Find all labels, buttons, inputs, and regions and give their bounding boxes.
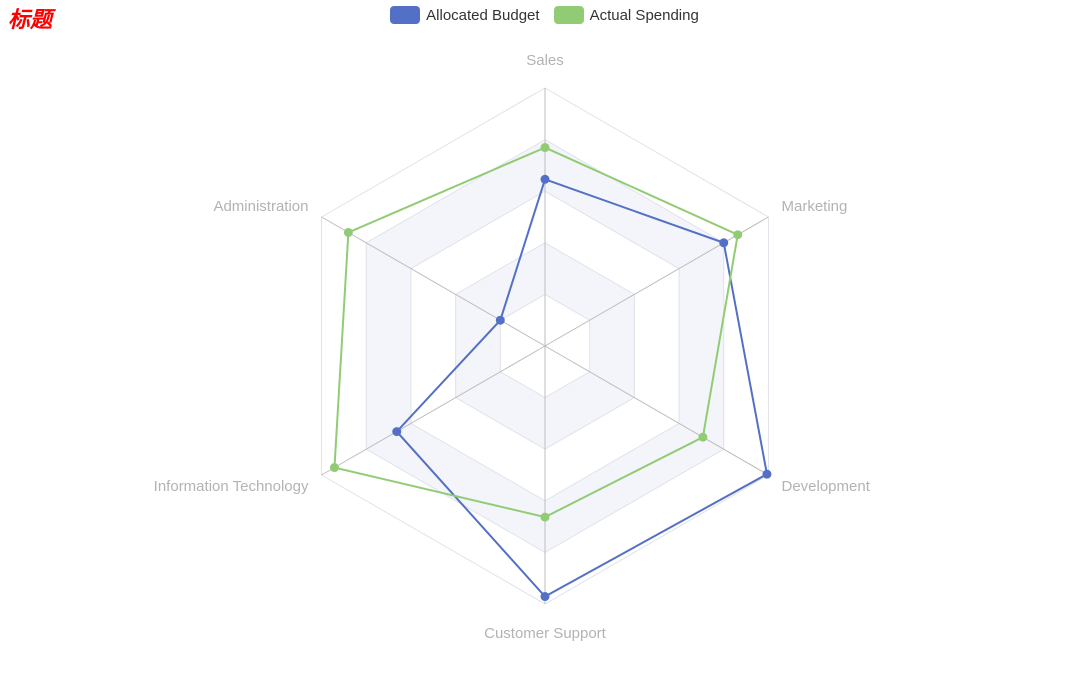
indicator-label: Development <box>781 478 870 495</box>
series-actual-spending <box>329 143 743 522</box>
radar-split-area <box>410 191 680 501</box>
radar-axis-line <box>321 345 546 476</box>
data-point <box>540 143 550 153</box>
chart-title: 标题 <box>8 8 53 33</box>
data-point <box>540 592 550 602</box>
data-point <box>540 512 550 522</box>
data-point <box>392 427 402 437</box>
radar-split-area <box>455 242 635 450</box>
data-point <box>719 238 729 248</box>
series-allocated-budget <box>392 174 772 602</box>
data-point <box>698 432 708 442</box>
indicator-label: Administration <box>213 198 308 215</box>
radar-axis-line <box>321 216 546 347</box>
data-point <box>733 230 743 240</box>
indicator-label: Information Technology <box>154 478 309 495</box>
indicator-label: Customer Support <box>484 625 607 642</box>
legend-item-spending[interactable]: Actual Spending <box>553 6 699 24</box>
data-point <box>495 315 505 325</box>
legend-label-spending: Actual Spending <box>589 6 699 24</box>
legend: Allocated Budget Actual Spending <box>0 6 1089 24</box>
legend-item-budget[interactable]: Allocated Budget <box>390 6 540 24</box>
data-point <box>540 174 550 184</box>
data-point <box>762 469 772 479</box>
radar-axis-line <box>544 345 769 476</box>
data-point <box>329 463 339 473</box>
data-point <box>343 227 353 237</box>
indicator-label: Sales <box>526 52 564 69</box>
radar-axis-line <box>544 216 769 347</box>
indicator-label: Marketing <box>781 198 847 215</box>
legend-label-budget: Allocated Budget <box>426 6 540 24</box>
legend-swatch-spending <box>553 6 584 24</box>
legend-swatch-budget <box>390 6 421 24</box>
